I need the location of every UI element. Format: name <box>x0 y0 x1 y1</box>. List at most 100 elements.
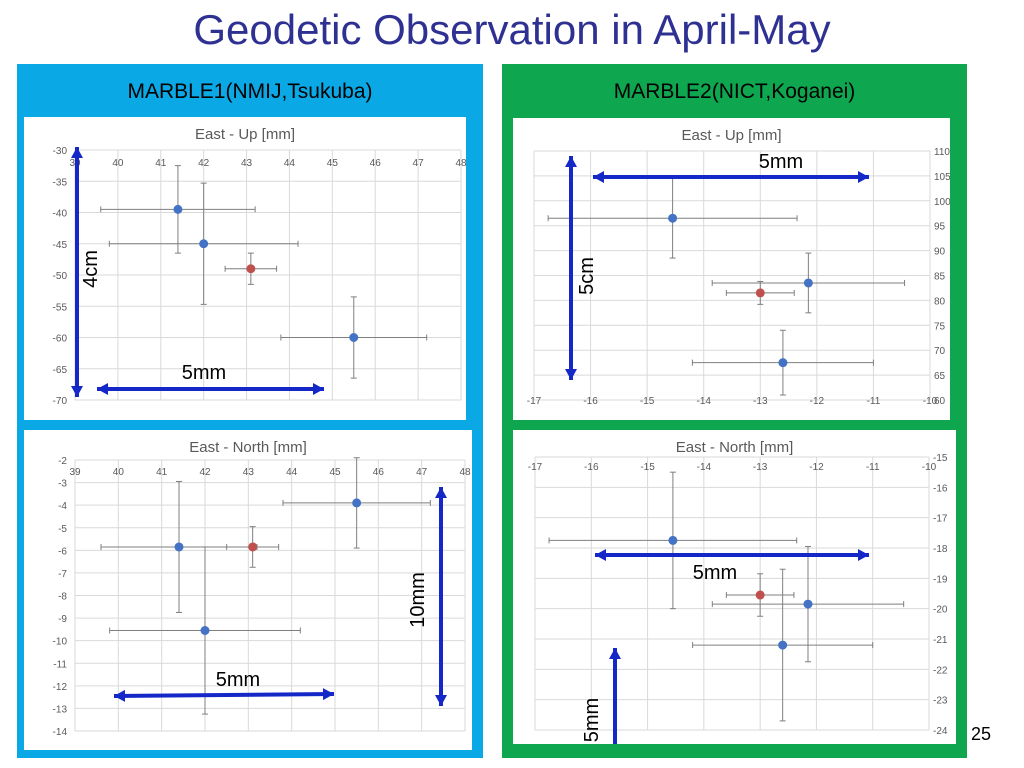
marble1-panel-title: MARBLE1(NMIJ,Tsukuba) <box>127 80 373 103</box>
y-tick-label: 60 <box>934 396 946 407</box>
y-tick-label: 75 <box>934 321 946 332</box>
y-tick-label: -8 <box>58 592 67 603</box>
x-tick-label: 48 <box>455 158 466 169</box>
y-tick-label: -65 <box>53 365 68 376</box>
scale-arrow-vertical: 5cm <box>565 156 598 380</box>
marble2-panel-title: MARBLE2(NICT,Koganei) <box>613 80 856 103</box>
x-tick-label: -17 <box>527 396 542 407</box>
y-tick-label: -18 <box>933 544 948 555</box>
data-point-group <box>108 182 299 305</box>
scale-label: 5mm <box>759 151 803 173</box>
x-tick-label: 42 <box>198 158 210 169</box>
marble2-panel: MARBLE2(NICT,Koganei) East - Up [mm] -17 -… <box>502 64 967 768</box>
data-point-blue <box>778 358 788 368</box>
y-tick-label: -40 <box>53 209 68 220</box>
x-tick-label: -12 <box>810 396 825 407</box>
x-tick-label: -10 <box>923 396 938 407</box>
scale-arrow-head <box>114 689 126 702</box>
scale-arrow-horizontal: 5mm <box>97 362 324 395</box>
chart-title: East - North [mm] <box>189 439 307 456</box>
data-point-red <box>246 264 256 274</box>
data-point-blue <box>668 213 678 223</box>
x-tick-label: -13 <box>753 462 768 473</box>
scale-arrow-head <box>565 369 577 380</box>
data-point-red <box>755 288 765 298</box>
m2-east-north-svg: East - North [mm] -17 -16 -15 -14 -13 -12 -11 -1… <box>528 439 948 768</box>
x-tick-label: 43 <box>243 467 255 478</box>
data-point-blue <box>352 498 362 508</box>
y-tick-label: 70 <box>934 346 946 357</box>
y-tick-label: 80 <box>934 296 946 307</box>
data-point-group <box>725 573 795 617</box>
y-tick-label: 85 <box>934 272 946 283</box>
data-point-group <box>109 546 301 715</box>
y-tick-label: -6 <box>58 546 67 557</box>
data-point-blue <box>803 278 813 288</box>
data-point-group <box>547 177 798 259</box>
scale-arrow-head <box>858 171 869 183</box>
scale-arrow-head <box>858 549 869 561</box>
data-point-group <box>548 471 798 610</box>
marble1-panel: MARBLE1(NMIJ,Tsukuba) East - Up [mm] 39 40… <box>17 64 483 758</box>
y-tick-label: -35 <box>53 177 68 188</box>
y-tick-label: -13 <box>53 704 68 715</box>
y-tick-label: -10 <box>53 637 68 648</box>
scale-arrow-head <box>593 171 604 183</box>
x-tick-label: 43 <box>241 158 253 169</box>
data-point-blue <box>778 640 788 650</box>
data-point-group <box>224 252 278 285</box>
y-tick-label: 110 <box>934 147 950 158</box>
y-tick-label: -24 <box>933 726 948 737</box>
y-tick-label: -55 <box>53 302 68 313</box>
scale-arrow-head <box>97 383 108 395</box>
data-point-blue <box>199 239 209 249</box>
x-tick-label: 47 <box>416 467 428 478</box>
x-tick-label: -17 <box>528 462 543 473</box>
y-tick-label: 65 <box>934 371 946 382</box>
scale-arrow-head <box>71 386 83 397</box>
scale-label: 5cm <box>576 257 598 295</box>
x-tick-label: 42 <box>199 467 211 478</box>
data-point-blue <box>803 599 813 609</box>
y-tick-label: 90 <box>934 247 946 258</box>
x-tick-label: -16 <box>583 396 598 407</box>
scale-arrow-head <box>595 549 606 561</box>
scale-arrow-head <box>609 648 621 659</box>
scale-arrow-head <box>435 487 447 498</box>
x-tick-label: 46 <box>373 467 385 478</box>
y-tick-label: -30 <box>53 146 68 157</box>
x-tick-label: -15 <box>640 396 655 407</box>
x-tick-label: -15 <box>640 462 655 473</box>
data-point-group <box>725 280 795 305</box>
y-tick-label: -50 <box>53 271 68 282</box>
scale-label: 5mm <box>182 362 226 384</box>
scale-label: 5mm <box>216 669 260 691</box>
scale-label: 5mm <box>693 562 737 584</box>
scale-arrow-head <box>71 147 83 158</box>
data-point-group <box>692 568 874 722</box>
y-tick-label: -11 <box>53 659 67 670</box>
data-point-blue <box>200 626 210 636</box>
x-tick-label: -12 <box>809 462 824 473</box>
data-point-blue <box>173 204 183 214</box>
x-tick-label: -14 <box>696 396 711 407</box>
y-tick-label: -14 <box>53 727 68 738</box>
data-point-group <box>691 329 874 396</box>
x-tick-label: 44 <box>284 158 296 169</box>
y-tick-label: -23 <box>933 696 948 707</box>
chart-title: East - Up [mm] <box>681 127 781 144</box>
x-tick-label: 48 <box>459 467 471 478</box>
y-tick-label: -15 <box>933 453 948 464</box>
m1-east-up-chart: East - Up [mm]39404142434445464748-30-35… <box>24 117 467 420</box>
x-tick-label: -11 <box>866 462 880 473</box>
x-tick-label: 46 <box>370 158 382 169</box>
scale-arrow-horizontal: 5mm <box>595 549 869 584</box>
scale-arrow-horizontal: 5mm <box>593 151 869 183</box>
y-tick-label: -60 <box>53 334 68 345</box>
x-tick-label: 45 <box>327 158 339 169</box>
data-point-blue <box>174 542 184 552</box>
x-tick-label: 41 <box>156 467 168 478</box>
x-tick-label: 41 <box>155 158 167 169</box>
m2-east-up-svg: East - Up [mm] -17 -16 -15 -14 -13 -12 -11 -10 11… <box>527 127 951 407</box>
data-point-group <box>282 457 431 549</box>
